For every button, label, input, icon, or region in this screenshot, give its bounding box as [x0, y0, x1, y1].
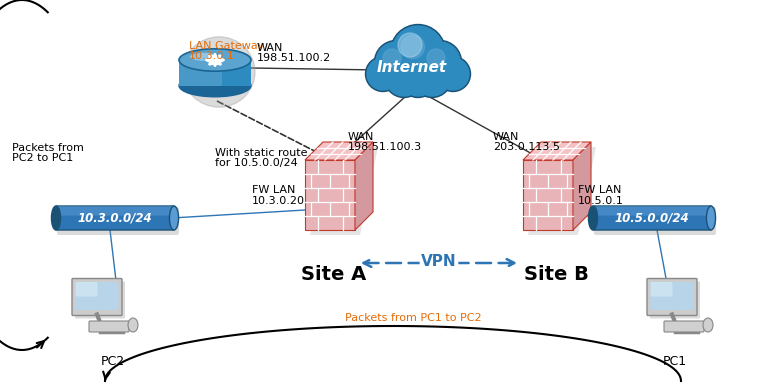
FancyBboxPatch shape — [664, 321, 704, 332]
Circle shape — [386, 60, 422, 96]
FancyBboxPatch shape — [57, 207, 179, 235]
FancyBboxPatch shape — [647, 278, 697, 316]
Circle shape — [375, 41, 418, 84]
Text: PC2 to PC1: PC2 to PC1 — [12, 153, 73, 163]
Circle shape — [420, 42, 460, 82]
FancyBboxPatch shape — [76, 282, 119, 310]
Text: PC1: PC1 — [663, 355, 687, 368]
Polygon shape — [355, 142, 373, 230]
Text: 10.5.0.0/24: 10.5.0.0/24 — [615, 212, 690, 224]
Circle shape — [367, 58, 399, 90]
FancyBboxPatch shape — [593, 206, 711, 230]
Text: FW LAN: FW LAN — [252, 185, 295, 195]
Text: Packets from PC1 to PC2: Packets from PC1 to PC2 — [344, 313, 481, 323]
Text: FW LAN: FW LAN — [578, 185, 621, 195]
Ellipse shape — [588, 206, 597, 230]
Ellipse shape — [703, 318, 713, 332]
Circle shape — [398, 33, 422, 57]
Circle shape — [392, 26, 444, 78]
Text: VPN: VPN — [421, 255, 456, 269]
Polygon shape — [305, 160, 355, 230]
Polygon shape — [179, 60, 223, 86]
Circle shape — [366, 57, 400, 91]
FancyBboxPatch shape — [594, 207, 716, 235]
FancyBboxPatch shape — [72, 278, 122, 316]
Circle shape — [419, 41, 462, 84]
Polygon shape — [179, 60, 251, 86]
FancyBboxPatch shape — [89, 321, 129, 332]
Text: WAN: WAN — [257, 43, 283, 53]
FancyBboxPatch shape — [593, 206, 711, 215]
FancyBboxPatch shape — [650, 282, 693, 310]
Polygon shape — [523, 142, 591, 160]
Ellipse shape — [51, 206, 61, 230]
Circle shape — [376, 42, 416, 82]
FancyBboxPatch shape — [75, 282, 125, 319]
Text: for 10.5.0.0/24: for 10.5.0.0/24 — [215, 158, 298, 168]
Text: Site A: Site A — [301, 265, 366, 285]
Text: 10.5.0.1: 10.5.0.1 — [578, 196, 624, 206]
Text: Packets from: Packets from — [12, 143, 84, 153]
Circle shape — [414, 60, 450, 96]
Text: LAN Gateway: LAN Gateway — [189, 41, 264, 51]
Circle shape — [437, 58, 469, 90]
Polygon shape — [573, 142, 591, 230]
Ellipse shape — [183, 37, 255, 107]
FancyBboxPatch shape — [56, 206, 174, 230]
Text: 10.3.0.1: 10.3.0.1 — [189, 51, 235, 61]
FancyBboxPatch shape — [56, 206, 174, 215]
Polygon shape — [528, 147, 596, 235]
Circle shape — [435, 57, 471, 91]
Text: 198.51.100.2: 198.51.100.2 — [257, 53, 332, 63]
Text: Site B: Site B — [524, 265, 588, 285]
Ellipse shape — [179, 49, 251, 71]
FancyBboxPatch shape — [76, 282, 98, 296]
Text: 203.0.113.5: 203.0.113.5 — [493, 142, 560, 152]
Text: WAN: WAN — [348, 132, 375, 142]
Ellipse shape — [706, 206, 715, 230]
Circle shape — [401, 35, 425, 59]
Circle shape — [385, 59, 423, 97]
Circle shape — [400, 63, 435, 97]
Ellipse shape — [170, 206, 179, 230]
Text: 198.51.100.3: 198.51.100.3 — [348, 142, 422, 152]
Polygon shape — [305, 142, 373, 160]
Ellipse shape — [128, 318, 138, 332]
Ellipse shape — [190, 53, 219, 61]
Polygon shape — [310, 147, 378, 235]
Text: WAN: WAN — [493, 132, 519, 142]
Circle shape — [427, 49, 445, 67]
FancyBboxPatch shape — [650, 282, 672, 296]
Text: 10.3.0.0/24: 10.3.0.0/24 — [78, 212, 152, 224]
Ellipse shape — [179, 74, 251, 97]
Text: 10.3.0.20: 10.3.0.20 — [252, 196, 305, 206]
Circle shape — [413, 59, 451, 97]
Polygon shape — [523, 160, 573, 230]
FancyBboxPatch shape — [650, 282, 700, 319]
Circle shape — [402, 64, 434, 96]
Text: With static route: With static route — [215, 148, 307, 158]
Text: PC2: PC2 — [101, 355, 125, 368]
Text: Internet: Internet — [377, 61, 447, 75]
Circle shape — [391, 25, 446, 79]
Circle shape — [383, 49, 401, 67]
